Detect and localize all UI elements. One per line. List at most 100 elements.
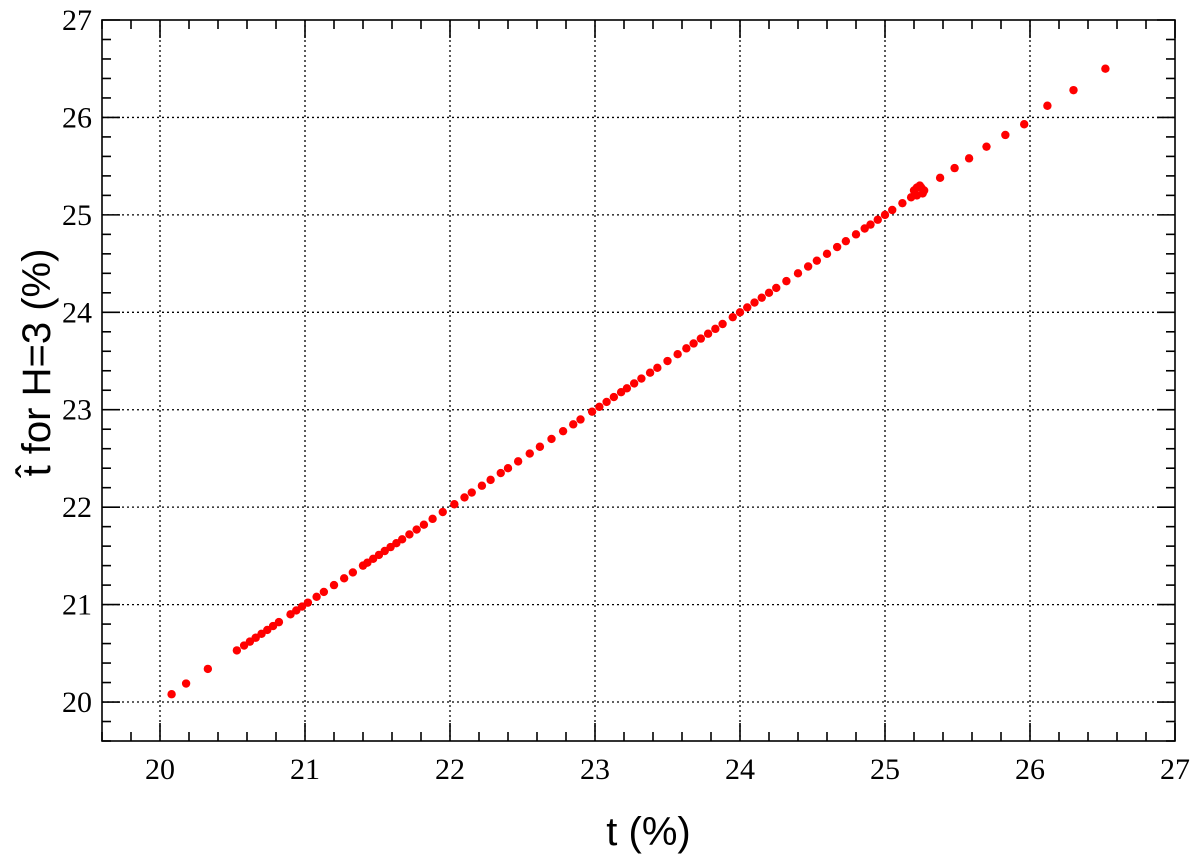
- data-point: [609, 392, 619, 402]
- data-point: [841, 236, 851, 246]
- data-point: [405, 530, 414, 539]
- y-tick-label: 26: [62, 101, 92, 134]
- data-point: [912, 191, 922, 200]
- x-tick-labels: 20 21 22 23 24 25 26 27: [145, 753, 1190, 786]
- data-point: [312, 592, 321, 601]
- data-point: [486, 475, 495, 485]
- data-point: [525, 449, 534, 458]
- data-point: [735, 308, 745, 317]
- data-point: [602, 397, 611, 407]
- x-tick-label: 24: [725, 753, 755, 786]
- data-point: [496, 468, 505, 478]
- y-tick-label: 20: [62, 686, 92, 719]
- data-point: [576, 415, 585, 424]
- data-point: [629, 379, 639, 388]
- data-point: [303, 598, 313, 607]
- data-point: [1101, 64, 1110, 73]
- data-point: [397, 535, 407, 544]
- x-axis-label: t (%): [606, 810, 690, 854]
- axis-ticks: [101, 19, 1176, 742]
- data-point: [950, 163, 959, 173]
- data-point: [460, 493, 469, 502]
- data-point: [1043, 101, 1052, 110]
- data-point: [873, 215, 882, 224]
- data-point: [782, 276, 791, 286]
- data-point: [535, 442, 545, 451]
- data-point: [167, 690, 176, 699]
- data-point: [880, 210, 890, 220]
- data-point: [764, 288, 774, 298]
- data-point: [645, 368, 655, 377]
- data-point: [743, 303, 752, 312]
- data-point: [982, 142, 991, 151]
- data-point: [503, 463, 513, 473]
- data-point: [477, 481, 487, 490]
- data-point: [637, 374, 646, 383]
- data-point: [866, 220, 875, 229]
- data-point: [653, 363, 662, 373]
- y-tick-label: 27: [62, 4, 92, 37]
- data-point: [412, 525, 421, 534]
- y-tick-label: 22: [62, 491, 92, 524]
- data-point: [348, 568, 358, 577]
- data-point: [663, 356, 672, 366]
- data-point: [428, 514, 437, 524]
- data-point: [329, 580, 339, 590]
- data-point: [822, 249, 832, 259]
- data-point: [757, 293, 766, 302]
- data-point: [935, 173, 945, 183]
- data-point: [919, 186, 929, 195]
- y-tick-labels: 20 21 22 23 24 25 26 27: [62, 4, 92, 719]
- data-point: [339, 574, 349, 583]
- data-point: [419, 520, 429, 529]
- data-point: [750, 298, 759, 307]
- data-point: [812, 256, 822, 265]
- data-point: [569, 420, 578, 429]
- data-point: [232, 646, 242, 655]
- data-point: [274, 617, 284, 627]
- x-tick-label: 23: [580, 753, 610, 786]
- x-tick-label: 20: [145, 753, 175, 786]
- data-point: [319, 587, 329, 597]
- y-tick-label: 24: [62, 296, 92, 329]
- data-point: [851, 230, 861, 239]
- y-tick-label: 25: [62, 199, 92, 232]
- data-point: [547, 434, 556, 444]
- y-tick-label: 21: [62, 589, 92, 622]
- data-points: [167, 64, 1110, 699]
- data-point: [964, 154, 974, 163]
- data-point: [803, 262, 813, 271]
- data-point: [587, 407, 597, 416]
- data-point: [622, 384, 632, 393]
- data-point: [898, 198, 907, 208]
- data-point: [1001, 130, 1010, 140]
- data-point: [203, 664, 213, 674]
- data-point: [558, 426, 568, 436]
- x-tick-label: 21: [290, 753, 320, 786]
- data-point: [1069, 85, 1078, 95]
- grid-lines: [102, 20, 1175, 741]
- data-point: [711, 324, 720, 334]
- y-tick-label: 23: [62, 394, 92, 427]
- y-axis-label: t̂ for H=3 (%): [15, 249, 59, 479]
- data-point: [728, 312, 737, 322]
- data-point: [450, 500, 459, 509]
- data-point: [772, 283, 781, 293]
- data-point: [467, 488, 476, 497]
- x-tick-label: 27: [1160, 753, 1190, 786]
- data-point: [1019, 120, 1029, 129]
- data-point: [673, 349, 682, 359]
- x-tick-label: 22: [435, 753, 465, 786]
- data-point: [703, 329, 713, 338]
- data-point: [682, 344, 691, 353]
- data-point: [696, 334, 706, 343]
- data-point: [793, 269, 803, 278]
- plot-frame: [101, 19, 1176, 742]
- data-point: [438, 507, 447, 517]
- data-point: [689, 339, 698, 348]
- x-tick-label: 26: [1015, 753, 1045, 786]
- data-point: [181, 679, 191, 688]
- x-tick-label: 25: [870, 753, 900, 786]
- data-point: [595, 402, 604, 412]
